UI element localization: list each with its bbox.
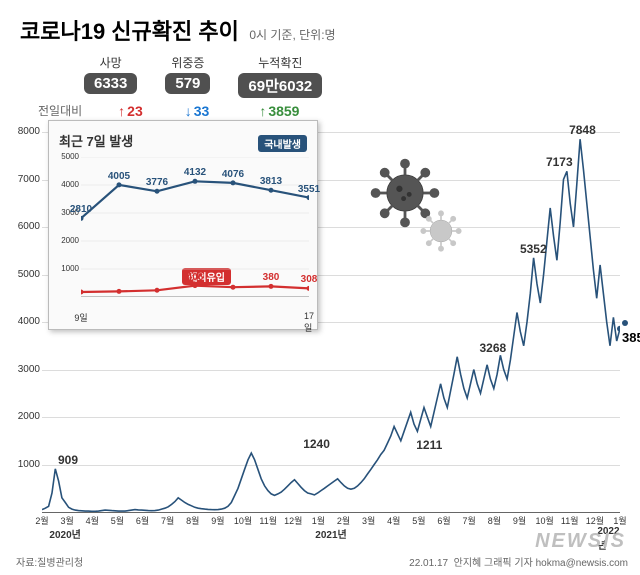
x-axis: 2월3월4월5월6월7월8월9월10월11월12월1월2월3월4월5월6월7월8… — [42, 512, 620, 552]
page-title: 코로나19 신규확진 추이 0시 기준, 단위:명 — [20, 14, 620, 46]
inset-x-axis: 9일 17일 — [81, 311, 309, 325]
stat-critical: 위중증 579 — [165, 54, 210, 94]
source-text: 자료:질병관리청 — [16, 554, 83, 569]
inset-y-axis: 10002000300040005000 — [51, 157, 79, 297]
credit-text: 22.01.17 안지혜 그래픽 기자 hokma@newsis.com — [409, 554, 628, 569]
legend-domestic: 국내발생 — [258, 135, 307, 152]
virus-icon-small — [420, 210, 462, 257]
delta-critical: ↓33 — [185, 103, 210, 119]
y-axis: 10002000300040005000600070008000 — [12, 132, 40, 512]
stat-deaths: 사망 6333 — [84, 54, 137, 94]
stat-badges: 사망 6333 위중증 579 누적확진 69만6032 — [84, 54, 620, 98]
delta-deaths: ↑23 — [118, 103, 143, 119]
stat-cumulative: 누적확진 69만6032 — [238, 54, 322, 98]
delta-cumulative: ↑3859 — [259, 103, 299, 119]
inset-chart: 최근 7일 발생 국내발생 해외유입 10002000300040005000 … — [48, 120, 318, 330]
newsis-logo: NEWSIS — [535, 530, 626, 553]
delta-row: 전일대비 ↑23 ↓33 ↑3859 — [38, 102, 620, 119]
